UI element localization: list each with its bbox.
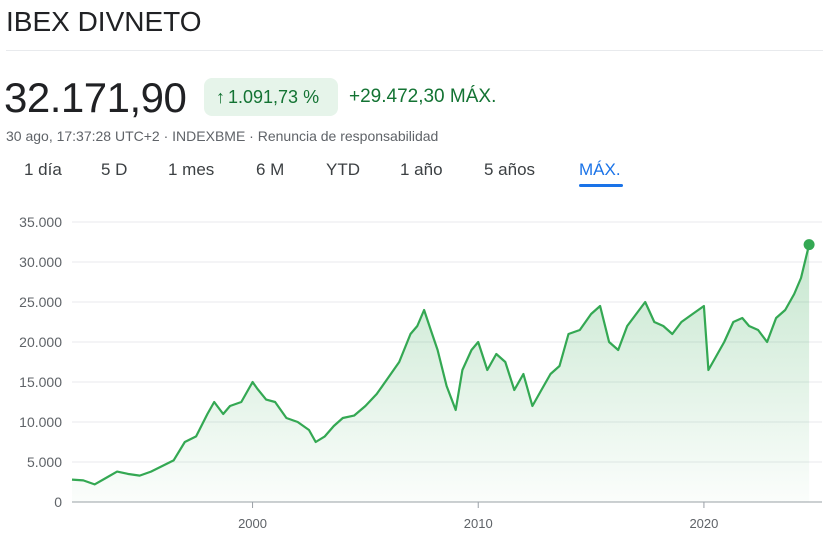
y-tick-label: 20.000 xyxy=(19,334,62,350)
arrow-up-icon: ↑ xyxy=(216,86,225,107)
y-tick-label: 35.000 xyxy=(19,214,62,230)
y-tick-label: 10.000 xyxy=(19,414,62,430)
current-price: 32.171,90 xyxy=(4,74,187,121)
tab-ytd[interactable]: YTD xyxy=(326,160,360,179)
y-tick-label: 30.000 xyxy=(19,254,62,270)
change-percent-value: 1.091,73 % xyxy=(228,86,320,107)
tab-5-days[interactable]: 5 D xyxy=(101,160,128,179)
page-title: IBEX DIVNETO xyxy=(6,6,202,37)
x-tick-label: 2000 xyxy=(238,516,267,531)
price-line xyxy=(71,244,811,486)
change-percent-badge: ↑ 1.091,73 % xyxy=(204,78,338,116)
change-absolute: +29.472,30 MÁX. xyxy=(349,86,497,107)
quote-meta: 30 ago, 17:37:28 UTC+2 · INDEXBME · Renu… xyxy=(6,128,439,144)
tab-max[interactable]: MÁX. xyxy=(579,160,621,179)
x-tick-label: 2010 xyxy=(464,516,493,531)
last-price-marker xyxy=(803,239,815,251)
tab-1-month[interactable]: 1 mes xyxy=(168,160,215,179)
price-chart[interactable]: 35.000 30.000 25.000 20.000 15.000 10.000 5.00… xyxy=(0,200,823,538)
header-divider xyxy=(6,50,823,51)
tab-6-months[interactable]: 6 M xyxy=(256,160,285,179)
y-tick-label: 5.000 xyxy=(27,454,62,470)
x-tick-label: 2020 xyxy=(689,516,718,531)
price-area xyxy=(72,244,810,502)
tab-5-years[interactable]: 5 años xyxy=(484,160,536,179)
tab-1-day[interactable]: 1 día xyxy=(24,160,62,179)
active-tab-indicator xyxy=(579,184,623,187)
tab-1-year[interactable]: 1 año xyxy=(400,160,443,179)
y-tick-label: 0 xyxy=(54,494,62,510)
y-tick-label: 25.000 xyxy=(19,294,62,310)
y-tick-label: 15.000 xyxy=(19,374,62,390)
